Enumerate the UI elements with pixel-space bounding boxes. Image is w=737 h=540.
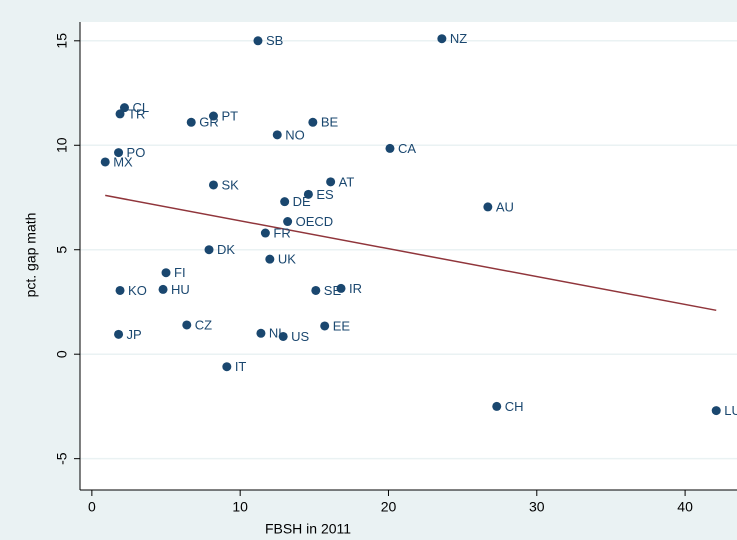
point bbox=[385, 143, 395, 153]
point-label: EE bbox=[333, 318, 351, 333]
point bbox=[114, 329, 124, 339]
point bbox=[222, 362, 232, 372]
point-label: TR bbox=[128, 106, 145, 121]
point bbox=[208, 111, 218, 121]
y-tick-label: 5 bbox=[54, 246, 70, 254]
point-label: AU bbox=[496, 199, 514, 214]
point-label: FI bbox=[174, 265, 186, 280]
point bbox=[158, 284, 168, 294]
point bbox=[278, 331, 288, 341]
point bbox=[119, 103, 129, 113]
y-tick-label: 10 bbox=[54, 137, 70, 153]
fit-line bbox=[105, 194, 717, 312]
point-label: CL bbox=[132, 100, 149, 115]
point-label: MX bbox=[113, 154, 133, 169]
point-label: CH bbox=[505, 399, 524, 414]
point bbox=[161, 268, 171, 278]
x-tick-label: 10 bbox=[232, 499, 248, 515]
point-label: SK bbox=[221, 177, 239, 192]
x-tick-label: 0 bbox=[88, 499, 96, 515]
point bbox=[115, 285, 125, 295]
point bbox=[303, 189, 313, 199]
point-label: PO bbox=[127, 145, 146, 160]
point-label: FR bbox=[273, 225, 290, 240]
point bbox=[115, 109, 125, 119]
point bbox=[308, 117, 318, 127]
point-label: DE bbox=[293, 194, 311, 209]
point-label: LU bbox=[724, 403, 737, 418]
point bbox=[280, 197, 290, 207]
point-label: HU bbox=[171, 282, 190, 297]
point bbox=[283, 217, 293, 227]
point-label: NO bbox=[285, 127, 305, 142]
x-tick-label: 30 bbox=[529, 499, 545, 515]
point-label: SB bbox=[266, 33, 283, 48]
x-axis-title: FBSH in 2011 bbox=[265, 521, 351, 537]
point-label: NZ bbox=[450, 31, 467, 46]
point bbox=[336, 283, 346, 293]
y-tick-label: -5 bbox=[54, 452, 70, 465]
point bbox=[272, 130, 282, 140]
point bbox=[114, 148, 124, 158]
point bbox=[437, 34, 447, 44]
point bbox=[186, 117, 196, 127]
plot-area bbox=[80, 22, 737, 490]
point-label: OECD bbox=[296, 214, 334, 229]
y-axis-title: pct. gap math bbox=[23, 213, 39, 298]
point bbox=[256, 328, 266, 338]
point bbox=[326, 177, 336, 187]
point-label: KO bbox=[128, 283, 147, 298]
point-label: BE bbox=[321, 115, 339, 130]
point-label: PT bbox=[221, 108, 238, 123]
point bbox=[182, 320, 192, 330]
point bbox=[711, 406, 721, 416]
point bbox=[260, 228, 270, 238]
point-label: CZ bbox=[195, 317, 212, 332]
point bbox=[265, 254, 275, 264]
point-label: CA bbox=[398, 141, 416, 156]
point bbox=[100, 157, 110, 167]
x-tick-label: 40 bbox=[677, 499, 693, 515]
point-label: ES bbox=[316, 187, 334, 202]
y-tick-label: 0 bbox=[54, 350, 70, 358]
point-label: IT bbox=[235, 359, 247, 374]
point-label: JP bbox=[127, 327, 142, 342]
point bbox=[483, 202, 493, 212]
point bbox=[311, 285, 321, 295]
point bbox=[208, 180, 218, 190]
point bbox=[320, 321, 330, 331]
point bbox=[492, 401, 502, 411]
point bbox=[204, 245, 214, 255]
point-label: IR bbox=[349, 281, 362, 296]
point-label: DK bbox=[217, 242, 235, 257]
point-label: US bbox=[291, 329, 309, 344]
x-tick-label: 20 bbox=[381, 499, 397, 515]
y-tick-label: 15 bbox=[54, 33, 70, 49]
point bbox=[253, 36, 263, 46]
point-label: AT bbox=[339, 174, 355, 189]
point-label: UK bbox=[278, 252, 296, 267]
